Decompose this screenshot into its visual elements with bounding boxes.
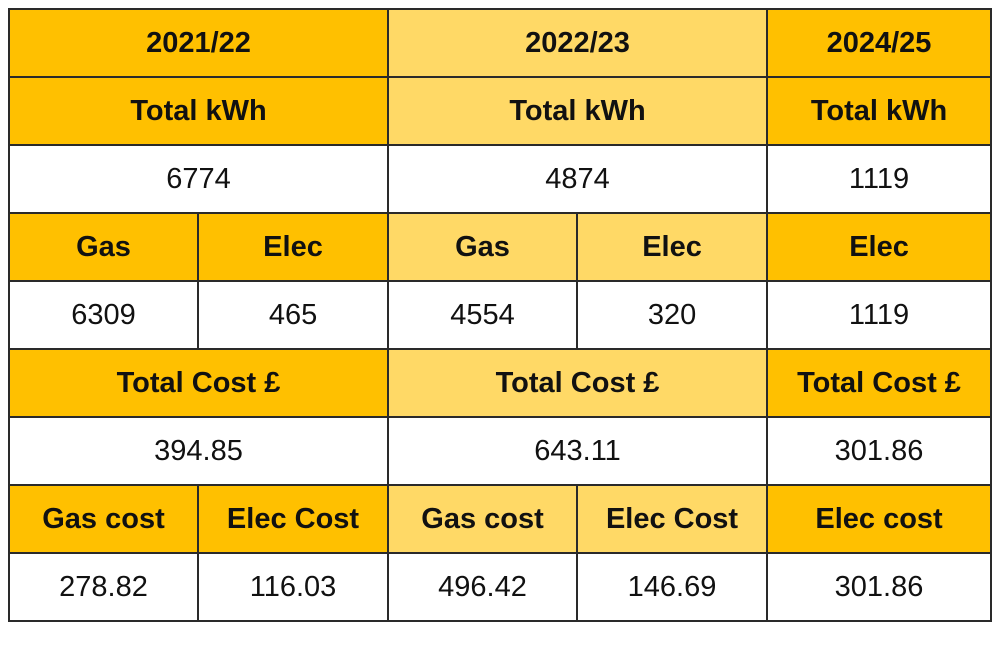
- cost-split-value: 116.03: [196, 552, 390, 622]
- table-row: 6309 465 4554 320 1119: [8, 280, 993, 350]
- table-row: 394.85 643.11 301.86: [7, 416, 993, 486]
- cost-split-label: Elec Cost: [576, 484, 769, 554]
- year-header: 2021/22: [7, 8, 390, 78]
- total-kwh-label: Total kWh: [387, 76, 769, 146]
- total-cost-label: Total Cost £: [387, 348, 769, 418]
- year-header: 2024/25: [766, 8, 993, 78]
- total-cost-label: Total Cost £: [766, 348, 993, 418]
- energy-table: 2021/22 2022/23 2024/25 Total kWh Total kWh T…: [7, 8, 993, 622]
- table-row: 278.82 116.03 496.42 146.69 301.86: [8, 552, 993, 622]
- table-row: Total Cost £ Total Cost £ Total Cost £: [7, 348, 993, 418]
- cost-split-label: Gas cost: [387, 484, 579, 554]
- total-kwh-value: 4874: [387, 144, 769, 214]
- total-cost-label: Total Cost £: [7, 348, 390, 418]
- total-cost-value: 301.86: [766, 416, 993, 486]
- kwh-split-value: 1119: [766, 280, 993, 350]
- kwh-split-value: 4554: [387, 280, 579, 350]
- total-kwh-label: Total kWh: [7, 76, 390, 146]
- kwh-split-value: 6309: [8, 280, 199, 350]
- cost-split-value: 496.42: [387, 552, 579, 622]
- cost-split-label: Elec Cost: [196, 484, 390, 554]
- kwh-split-value: 465: [196, 280, 390, 350]
- cost-split-value: 278.82: [8, 552, 199, 622]
- cost-split-value: 146.69: [576, 552, 769, 622]
- cost-split-label: Elec cost: [766, 484, 993, 554]
- kwh-split-label: Gas: [8, 212, 199, 282]
- total-cost-value: 643.11: [387, 416, 769, 486]
- total-kwh-value: 6774: [7, 144, 390, 214]
- total-kwh-label: Total kWh: [766, 76, 993, 146]
- total-cost-value: 394.85: [7, 416, 390, 486]
- table-row: 2021/22 2022/23 2024/25: [7, 8, 993, 78]
- kwh-split-value: 320: [576, 280, 769, 350]
- kwh-split-label: Elec: [576, 212, 769, 282]
- cost-split-label: Gas cost: [8, 484, 199, 554]
- kwh-split-label: Elec: [196, 212, 390, 282]
- table-row: Total kWh Total kWh Total kWh: [7, 76, 993, 146]
- table-row: 6774 4874 1119: [7, 144, 993, 214]
- total-kwh-value: 1119: [766, 144, 993, 214]
- year-header: 2022/23: [387, 8, 769, 78]
- cost-split-value: 301.86: [766, 552, 993, 622]
- kwh-split-label: Elec: [766, 212, 993, 282]
- table-row: Gas Elec Gas Elec Elec: [8, 212, 993, 282]
- kwh-split-label: Gas: [387, 212, 579, 282]
- table-row: Gas cost Elec Cost Gas cost Elec Cost Elec c…: [8, 484, 993, 554]
